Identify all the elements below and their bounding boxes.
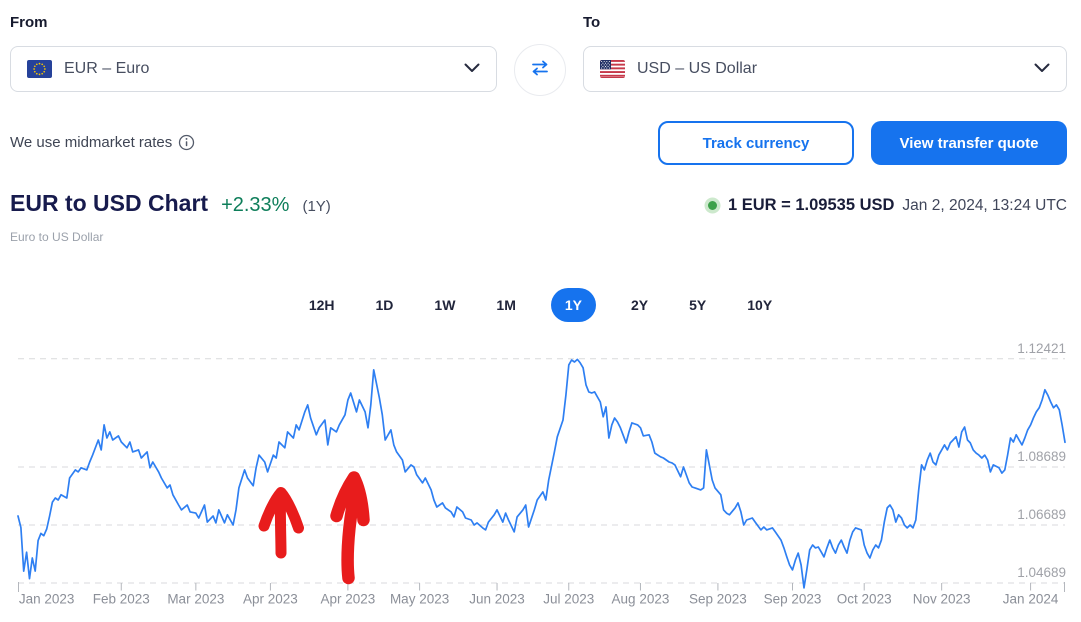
x-axis-label: Feb 2023 [93,592,150,607]
x-axis-label: Mar 2023 [167,592,224,607]
price-line-series [17,358,1066,589]
x-axis-label: Jan 2024 [1003,592,1059,607]
x-axis-label: Aug 2023 [612,592,670,607]
x-axis-label: Oct 2023 [837,592,892,607]
annotation-arrow-up [330,471,370,585]
range-tab-2y[interactable]: 2Y [625,290,654,320]
x-axis-label: Jul 2023 [543,592,594,607]
range-tab-5y[interactable]: 5Y [683,290,712,320]
from-field-label: From [10,14,48,32]
swap-currencies-button[interactable] [514,44,566,96]
live-rate-indicator-dot [707,201,717,210]
x-axis-label: Jun 2023 [469,592,525,607]
chevron-down-icon [1034,60,1050,78]
track-currency-button[interactable]: Track currency [658,121,854,165]
y-axis-label: 1.06689 [1017,507,1066,522]
rate-change-percent: +2.33% [221,194,290,216]
from-currency-value: EUR – Euro [64,60,150,77]
view-transfer-quote-button[interactable]: View transfer quote [871,121,1067,165]
range-tab-1y[interactable]: 1Y [550,288,596,322]
chart-subtitle: Euro to US Dollar [10,230,104,244]
rate-chart[interactable]: 1.12421 1.08689 1.06689 1.04689 Jan 2023 Feb … [0,338,1081,622]
us-flag [600,60,625,78]
range-tab-1d[interactable]: 1D [370,290,400,320]
to-label: To [583,14,601,31]
x-axis-label: Nov 2023 [913,592,971,607]
annotation-arrow-up [258,487,304,559]
x-axis-label: Sep 2023 [764,592,822,607]
to-currency-value: USD – US Dollar [637,60,758,77]
time-range-tabs: 12H 1D 1W 1M 1Y 2Y 5Y 10Y [0,288,1081,322]
rate-timestamp: Jan 2, 2024, 13:24 UTC [902,196,1067,214]
x-axis-label: Sep 2023 [689,592,747,607]
from-currency-select[interactable]: EUR – Euro [10,46,497,92]
chevron-down-icon [464,60,480,78]
from-label: From [10,14,48,31]
page-title: EUR to USD Chart [10,190,209,216]
rate-change-period: (1Y) [302,198,331,215]
x-axis-label: May 2023 [390,592,449,607]
range-tab-1w[interactable]: 1W [428,290,461,320]
midmarket-note: We use midmarket rates [10,134,195,151]
info-icon[interactable] [178,134,195,151]
range-tab-12h[interactable]: 12H [303,290,341,320]
x-axis-label: Jan 2023 [19,592,75,607]
swap-arrows-icon [529,60,551,81]
range-tab-10y[interactable]: 10Y [741,290,778,320]
midmarket-note-text: We use midmarket rates [10,134,173,151]
eu-flag [27,60,52,78]
current-rate-text: 1 EUR = 1.09535 USD [727,196,895,214]
to-currency-select[interactable]: USD – US Dollar [583,46,1067,92]
range-tab-1m[interactable]: 1M [490,290,521,320]
x-axis-label: Apr 2023 [243,592,298,607]
y-axis-label: 1.04689 [1017,565,1066,580]
y-axis-label: 1.08689 [1017,449,1066,464]
to-field-label: To [583,14,600,32]
x-axis-label: Apr 2023 [320,592,375,607]
y-axis-label: 1.12421 [1017,341,1066,356]
